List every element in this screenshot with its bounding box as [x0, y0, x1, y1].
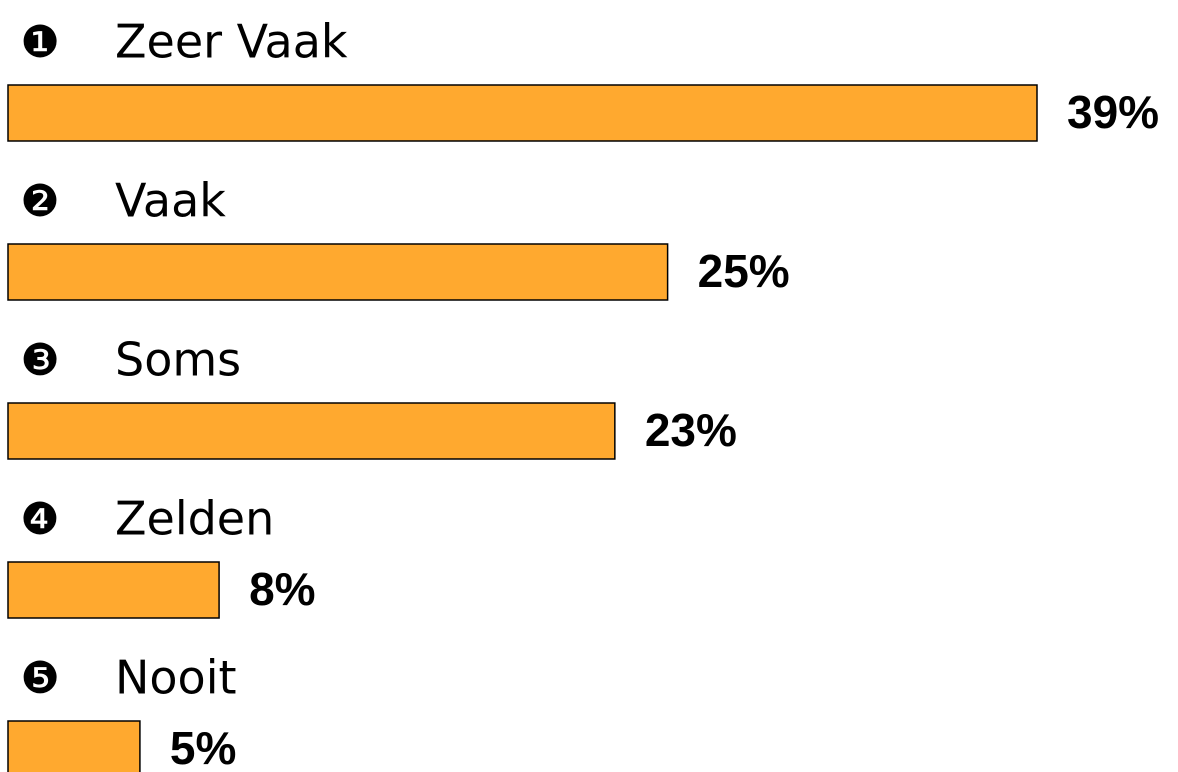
category-marker: ❷	[20, 176, 59, 227]
category-marker: ❶	[20, 17, 59, 68]
category-marker: ❺	[20, 653, 59, 704]
value-label: 5%	[170, 722, 236, 772]
category-label: Nooit	[115, 651, 237, 705]
category-label: Zelden	[115, 492, 274, 546]
bar	[7, 243, 669, 301]
value-label: 39%	[1067, 86, 1159, 138]
category-label: Soms	[115, 333, 241, 387]
bar	[7, 561, 220, 619]
category-label: Vaak	[115, 174, 226, 228]
bar	[7, 402, 616, 460]
value-label: 23%	[645, 404, 737, 456]
value-label: 25%	[698, 245, 790, 297]
category-marker: ❸	[20, 335, 59, 386]
category-marker: ❹	[20, 494, 59, 545]
category-label: Zeer Vaak	[115, 15, 348, 69]
bar	[7, 84, 1038, 142]
value-label: 8%	[249, 563, 315, 615]
bar	[7, 720, 141, 772]
